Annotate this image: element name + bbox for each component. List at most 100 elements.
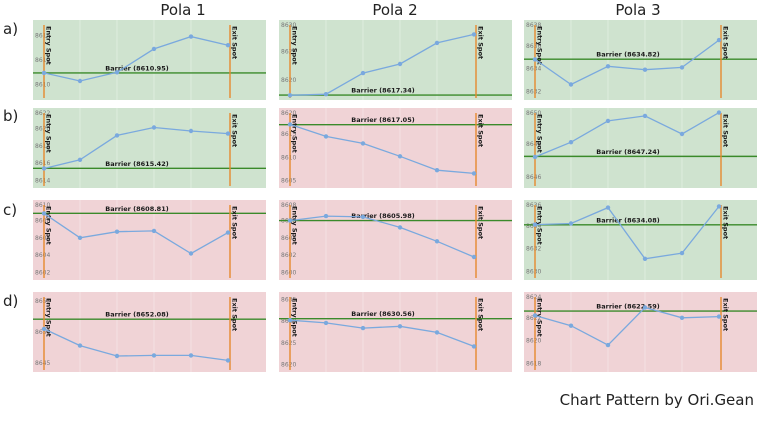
data-point	[716, 110, 722, 115]
y-tick-label: 8608	[281, 202, 296, 209]
price-series-line	[43, 212, 229, 255]
data-point	[151, 46, 157, 52]
data-point	[471, 171, 477, 176]
data-point	[397, 61, 403, 67]
data-point	[77, 78, 83, 84]
data-point	[605, 118, 611, 124]
data-point	[434, 168, 440, 173]
y-tick-label: 8630	[281, 22, 296, 29]
data-point	[323, 320, 329, 326]
y-tick-label: 8620	[35, 125, 50, 132]
y-tick-label: 8604	[281, 235, 296, 242]
data-point	[532, 154, 538, 160]
data-point	[151, 228, 157, 234]
chart-background	[524, 20, 757, 100]
y-tick-label: 8632	[526, 88, 541, 95]
chart-svg: 86008602860486068608Barrier (8605.98)Ent…	[279, 200, 512, 280]
y-tick-label: 8618	[35, 143, 50, 150]
y-tick-label: 8606	[35, 235, 50, 242]
data-point	[360, 70, 366, 76]
data-point	[323, 134, 329, 139]
data-point	[41, 166, 47, 171]
y-tick-label: 8615	[281, 131, 296, 138]
exit-spot-label: Exit Spot	[231, 206, 239, 239]
chart-svg: 8632 8634 8636 8638 Barrier (8634.82) Entry S…	[524, 20, 757, 100]
price-series-line	[43, 328, 229, 362]
data-point	[532, 313, 538, 318]
y-tick-label: 8620	[526, 338, 541, 345]
data-point	[360, 214, 366, 220]
price-series-line	[534, 39, 720, 86]
y-tick-label: 8622	[35, 110, 50, 117]
data-point	[532, 57, 538, 62]
y-tick-label: 8635	[281, 296, 296, 303]
data-point	[188, 353, 194, 358]
data-point	[679, 315, 685, 320]
data-point	[77, 235, 83, 240]
price-series-line	[289, 319, 475, 348]
chart-svg: 8630863286348636Barrier (8634.08)Entry S…	[524, 200, 757, 280]
data-point	[114, 70, 120, 75]
chart-panel-c-2: 86008602860486068608Barrier (8605.98)Ent…	[279, 200, 512, 280]
chart-panel-a-3: 8632 8634 8636 8638 Barrier (8634.82) Entry S…	[524, 20, 757, 100]
chart-background	[279, 200, 512, 280]
y-tick-label: 8636	[526, 43, 541, 50]
data-point	[151, 125, 157, 130]
data-point	[323, 213, 329, 219]
y-tick-label: 8605	[281, 177, 296, 184]
entry-spot-label: Entry Spot	[291, 26, 299, 65]
chart-background	[524, 292, 757, 372]
data-point	[77, 157, 83, 162]
y-tick-label: 8655	[35, 298, 50, 305]
chart-svg: 8620 8625 8630 Barrier (8617.34) Entry Spot E…	[279, 20, 512, 100]
y-tick-label: 8620	[281, 362, 296, 369]
y-tick-label: 8630	[526, 268, 541, 275]
data-point	[188, 34, 194, 39]
y-tick-label: 8608	[35, 217, 50, 224]
entry-spot-label: Entry Spot	[536, 26, 544, 65]
row-header-b: b)	[3, 107, 19, 125]
chart-svg: 8646 8648 8650 Barrier (8647.24) Entry Spot E…	[524, 108, 757, 188]
entry-spot-label: Entry Spot	[291, 206, 299, 245]
y-tick-label: 8646	[526, 174, 541, 181]
data-point	[679, 131, 685, 137]
entry-spot-label: Entry Spot	[536, 114, 544, 153]
y-tick-label: 8622	[526, 315, 541, 322]
barrier-label: Barrier (8617.05)	[351, 116, 414, 124]
data-point	[323, 92, 329, 97]
price-series-line	[43, 126, 229, 170]
exit-spot-label: Exit Spot	[722, 298, 730, 331]
entry-spot-label: Entry Spot	[536, 206, 544, 245]
entry-spot-label: Entry Spot	[45, 114, 53, 153]
data-point	[434, 40, 440, 46]
barrier-label: Barrier (8647.24)	[596, 148, 659, 156]
barrier-label: Barrier (8617.34)	[351, 87, 414, 95]
y-tick-label: 8638	[526, 22, 541, 29]
data-point	[287, 318, 293, 323]
barrier-label: Barrier (8622.59)	[596, 303, 659, 311]
data-point	[188, 128, 194, 134]
exit-spot-label: Exit Spot	[231, 26, 239, 59]
data-point	[77, 343, 83, 348]
y-tick-label: 8650	[35, 329, 50, 336]
chart-panel-b-3: 8646 8648 8650 Barrier (8647.24) Entry Spot E…	[524, 108, 757, 188]
barrier-label: Barrier (8605.98)	[351, 212, 414, 220]
y-tick-label: 8614	[35, 32, 50, 39]
y-tick-label: 8610	[35, 82, 50, 89]
chart-svg: 8605 8610 8615 8620 Barrier (8617.05) Entry S…	[279, 108, 512, 188]
barrier-label: Barrier (8630.56)	[351, 310, 414, 318]
chart-svg: 8602 8604 8606 8608 8610 Barrier (8608.81) Ent…	[33, 200, 266, 280]
chart-panel-a-1: 8610 8612 8614 Barrier (8610.95) Entry Spot E…	[33, 20, 266, 100]
entry-spot-label: Entry Spot	[291, 298, 299, 337]
y-tick-label: 8600	[281, 270, 296, 277]
data-point	[287, 122, 293, 127]
data-point	[41, 326, 47, 332]
y-tick-label: 8604	[35, 252, 50, 259]
data-point	[225, 43, 231, 48]
data-point	[568, 140, 574, 145]
data-point	[679, 65, 685, 70]
chart-panel-d-1: 8645 8650 8655 Barrier (8652.08) Entry Spot E…	[33, 292, 266, 372]
barrier-label: Barrier (8615.42)	[105, 160, 168, 168]
chart-panel-b-2: 8605 8610 8615 8620 Barrier (8617.05) Entry S…	[279, 108, 512, 188]
